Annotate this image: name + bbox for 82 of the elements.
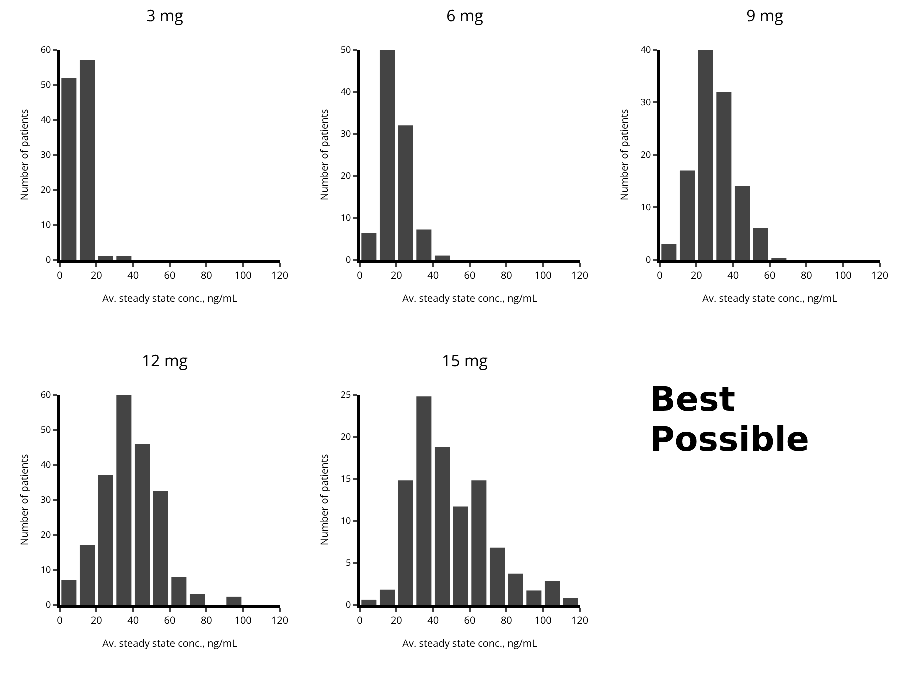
x-tick-label: 40 <box>428 613 440 627</box>
y-tick-label: 40 <box>40 113 52 126</box>
text: Best Possible <box>650 380 810 460</box>
x-tick-label: 60 <box>164 613 176 627</box>
x-tick-label: 20 <box>90 268 103 282</box>
y-tick-label: 50 <box>340 43 352 56</box>
x-tick-label: 60 <box>464 613 476 627</box>
y-tick-label: 40 <box>340 85 352 98</box>
y-tick-label: 30 <box>640 96 652 109</box>
x-tick-label: 20 <box>690 268 703 282</box>
y-tick-label: 60 <box>40 43 52 56</box>
y-tick-label: 0 <box>346 598 352 612</box>
x-tick-label: 0 <box>57 613 64 627</box>
x-tick-label: 100 <box>234 268 252 282</box>
y-tick-label: 20 <box>40 528 52 542</box>
y-tick-label: 40 <box>40 458 52 472</box>
chart-title: 3 mg <box>146 4 184 26</box>
x-tick-label: 0 <box>357 613 364 627</box>
y-axis-title: Number of patients <box>617 109 631 201</box>
y-tick-label: 50 <box>40 78 52 92</box>
x-tick-label: 100 <box>534 613 552 627</box>
y-tick-label: 30 <box>40 148 52 162</box>
y-tick-label: 30 <box>340 127 352 140</box>
chart-title: 6 mg <box>446 4 484 26</box>
y-tick-label: 60 <box>40 388 52 402</box>
x-axis-title: Av. steady state conc., ng/mL <box>102 636 238 650</box>
x-tick-label: 120 <box>571 268 589 282</box>
y-tick-label: 0 <box>646 253 652 266</box>
x-axis-title: Av. steady state conc., ng/mL <box>702 291 838 305</box>
x-axis-title: Av. steady state conc., ng/mL <box>402 636 538 650</box>
x-tick-label: 60 <box>164 268 176 282</box>
y-tick-label: 0 <box>346 253 352 266</box>
y-tick-label: 15 <box>340 472 352 486</box>
x-tick-label: 100 <box>834 268 852 282</box>
x-tick-label: 20 <box>390 613 403 627</box>
x-tick-label: 100 <box>234 613 252 627</box>
x-tick-label: 0 <box>357 268 364 282</box>
x-axis-title: Av. steady state conc., ng/mL <box>402 291 538 305</box>
y-tick-label: 50 <box>40 423 52 436</box>
x-tick-label: 100 <box>534 268 552 282</box>
x-tick-label: 80 <box>800 268 813 282</box>
x-tick-label: 80 <box>200 268 213 282</box>
y-axis-title: Number of patients <box>17 454 31 546</box>
y-tick-label: 10 <box>340 514 352 528</box>
chart-title: 12 mg <box>142 349 188 372</box>
x-tick-label: 40 <box>128 268 140 282</box>
x-tick-label: 120 <box>271 613 289 627</box>
chart-title: 9 mg <box>746 4 784 26</box>
y-axis-title: Number of patients <box>17 109 31 201</box>
chart-title: 15 mg <box>442 349 488 372</box>
x-tick-label: 60 <box>764 268 776 282</box>
y-tick-label: 10 <box>40 563 52 576</box>
x-tick-label: 120 <box>571 613 589 627</box>
y-tick-label: 10 <box>340 211 352 224</box>
y-tick-label: 40 <box>640 43 652 56</box>
x-tick-label: 40 <box>128 613 140 627</box>
y-tick-label: 10 <box>40 218 52 232</box>
y-tick-label: 20 <box>340 169 352 182</box>
x-tick-label: 80 <box>500 268 513 282</box>
y-tick-label: 10 <box>640 200 652 214</box>
y-tick-label: 5 <box>346 556 352 570</box>
y-axis-title: Number of patients <box>317 454 331 546</box>
y-tick-label: 0 <box>46 253 52 266</box>
x-tick-label: 0 <box>57 268 64 282</box>
y-axis-title: Number of patients <box>317 109 331 201</box>
y-tick-label: 25 <box>340 388 352 402</box>
y-tick-label: 20 <box>340 430 352 444</box>
x-tick-label: 40 <box>728 268 740 282</box>
x-tick-label: 20 <box>90 613 103 627</box>
x-tick-label: 20 <box>390 268 403 282</box>
x-axis-title: Av. steady state conc., ng/mL <box>102 291 238 305</box>
y-tick-label: 20 <box>40 183 52 196</box>
x-tick-label: 120 <box>871 268 889 282</box>
x-tick-label: 40 <box>428 268 440 282</box>
x-tick-label: 120 <box>271 268 289 282</box>
y-tick-label: 20 <box>640 148 652 162</box>
x-tick-label: 60 <box>464 268 476 282</box>
x-tick-label: 80 <box>500 613 513 627</box>
y-tick-label: 0 <box>46 598 52 612</box>
y-tick-label: 30 <box>40 493 52 506</box>
x-tick-label: 0 <box>657 268 664 282</box>
x-tick-label: 80 <box>200 613 213 627</box>
